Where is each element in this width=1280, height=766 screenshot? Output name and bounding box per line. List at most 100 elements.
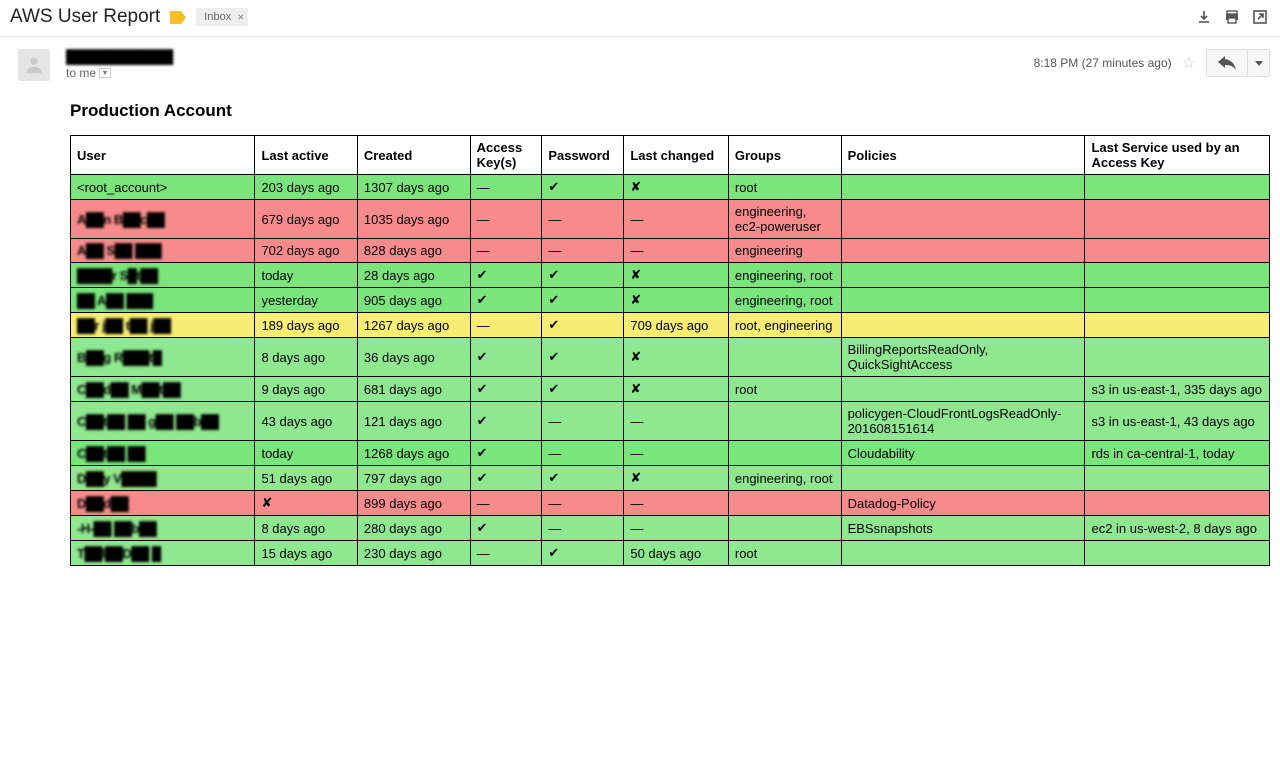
table-cell: 899 days ago <box>357 491 470 516</box>
table-cell <box>1085 263 1270 288</box>
table-cell: — <box>542 491 624 516</box>
table-cell: today <box>255 263 357 288</box>
table-cell: root <box>728 377 841 402</box>
table-cell <box>841 175 1085 200</box>
table-cell: A██ S██ ███ <box>71 239 255 263</box>
column-header: User <box>71 136 255 175</box>
reply-more-dropdown[interactable] <box>1248 49 1270 77</box>
table-row: ██r j██ t██ j██189 days ago1267 days ago… <box>71 313 1270 338</box>
table-cell <box>1085 200 1270 239</box>
table-cell: ██ A██ ███ <box>71 288 255 313</box>
table-cell: ✘ <box>624 288 729 313</box>
table-cell: ✔ <box>542 377 624 402</box>
table-cell <box>728 516 841 541</box>
table-row: ████r S█t██today28 days ago✔✔✘engineerin… <box>71 263 1270 288</box>
column-header: Access Key(s) <box>470 136 542 175</box>
table-cell: root <box>728 541 841 566</box>
table-cell: — <box>624 516 729 541</box>
table-cell: — <box>624 200 729 239</box>
table-cell: ████r S█t██ <box>71 263 255 288</box>
table-cell: ✔ <box>470 288 542 313</box>
table-cell: ✔ <box>542 263 624 288</box>
table-cell: D██y V████ <box>71 466 255 491</box>
table-cell: 51 days ago <box>255 466 357 491</box>
header-actions <box>1194 7 1270 27</box>
table-cell: today <box>255 441 357 466</box>
table-cell: — <box>470 239 542 263</box>
email-body: Production Account UserLast activeCreate… <box>0 85 1280 586</box>
sender-avatar[interactable] <box>18 49 50 81</box>
table-cell: ✔ <box>542 313 624 338</box>
table-cell <box>1085 239 1270 263</box>
table-cell <box>1085 491 1270 516</box>
table-cell: A██n B██c██ <box>71 200 255 239</box>
table-cell: root, engineering <box>728 313 841 338</box>
table-cell: ✔ <box>470 338 542 377</box>
column-header: Last active <box>255 136 357 175</box>
popout-icon[interactable] <box>1250 7 1270 27</box>
table-cell: — <box>470 541 542 566</box>
table-cell <box>1085 175 1270 200</box>
star-icon[interactable]: ☆ <box>1182 53 1196 73</box>
table-cell: — <box>470 175 542 200</box>
category-tag-icon[interactable] <box>170 11 186 24</box>
table-cell: -H-██ ██b██ <box>71 516 255 541</box>
recipient-dropdown-icon[interactable]: ▼ <box>99 68 111 78</box>
table-cell: — <box>624 402 729 441</box>
table-cell: <root_account> <box>71 175 255 200</box>
table-cell: 1307 days ago <box>357 175 470 200</box>
table-cell <box>1085 466 1270 491</box>
table-row: A██n B██c██679 days ago1035 days ago———e… <box>71 200 1270 239</box>
table-cell: ec2 in us-west-2, 8 days ago <box>1085 516 1270 541</box>
remove-label-icon[interactable]: × <box>237 10 244 24</box>
table-cell <box>1085 338 1270 377</box>
table-cell: ✔ <box>542 288 624 313</box>
table-cell <box>728 402 841 441</box>
table-cell: yesterday <box>255 288 357 313</box>
table-cell: ✔ <box>542 541 624 566</box>
table-cell: — <box>624 491 729 516</box>
table-cell <box>841 541 1085 566</box>
inbox-label[interactable]: Inbox × <box>196 8 248 26</box>
table-cell: ✘ <box>624 377 729 402</box>
table-cell: 1268 days ago <box>357 441 470 466</box>
table-cell <box>1085 541 1270 566</box>
table-cell: T██l██D██ █ <box>71 541 255 566</box>
table-cell: — <box>542 200 624 239</box>
table-cell: ✔ <box>470 516 542 541</box>
table-cell: ✔ <box>542 338 624 377</box>
table-cell: 1035 days ago <box>357 200 470 239</box>
table-cell: BillingReportsReadOnly, QuickSightAccess <box>841 338 1085 377</box>
print-icon[interactable] <box>1222 7 1242 27</box>
table-cell: ██r j██ t██ j██ <box>71 313 255 338</box>
table-cell: ✔ <box>470 377 542 402</box>
table-row: A██ S██ ███702 days ago828 days ago———en… <box>71 239 1270 263</box>
table-cell: ✘ <box>624 263 729 288</box>
table-row: -H-██ ██b██8 days ago280 days ago✔——EBSs… <box>71 516 1270 541</box>
table-cell <box>841 288 1085 313</box>
table-cell: policygen-CloudFrontLogsReadOnly-2016081… <box>841 402 1085 441</box>
table-cell: engineering, ec2-poweruser <box>728 200 841 239</box>
table-cell: — <box>542 402 624 441</box>
download-icon[interactable] <box>1194 7 1214 27</box>
table-cell: — <box>542 516 624 541</box>
reply-button[interactable] <box>1206 49 1248 77</box>
table-cell: ✔ <box>470 441 542 466</box>
recipient-line[interactable]: to me ▼ <box>66 66 111 80</box>
table-cell: — <box>470 200 542 239</box>
table-cell: — <box>470 491 542 516</box>
table-cell: ✔ <box>542 466 624 491</box>
table-cell <box>841 200 1085 239</box>
table-cell: engineering, root <box>728 288 841 313</box>
table-cell: 709 days ago <box>624 313 729 338</box>
table-cell: B██g R███t█ <box>71 338 255 377</box>
table-cell: root <box>728 175 841 200</box>
table-cell: ✘ <box>624 466 729 491</box>
message-meta: ████████████ to me ▼ 8:18 PM (27 minutes… <box>0 37 1280 85</box>
table-cell: D██d██ <box>71 491 255 516</box>
column-header: Policies <box>841 136 1085 175</box>
table-cell <box>841 263 1085 288</box>
table-row: B██g R███t█8 days ago36 days ago✔✔✘Billi… <box>71 338 1270 377</box>
column-header: Last Service used by an Access Key <box>1085 136 1270 175</box>
table-header: UserLast activeCreatedAccess Key(s)Passw… <box>71 136 1270 175</box>
